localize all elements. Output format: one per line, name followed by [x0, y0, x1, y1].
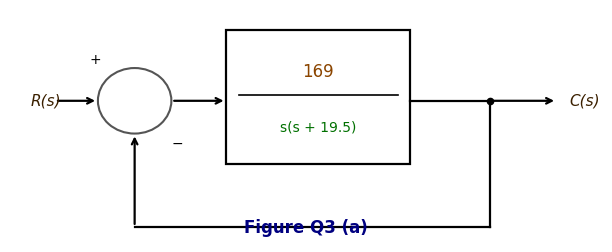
Text: C(s): C(s): [569, 93, 600, 108]
Text: s(s + 19.5): s(s + 19.5): [280, 120, 356, 134]
Text: −: −: [172, 137, 183, 151]
Bar: [226, 30, 410, 164]
Text: 169: 169: [302, 63, 334, 81]
Text: Figure Q3 (a): Figure Q3 (a): [244, 219, 368, 237]
Text: R(s): R(s): [31, 93, 61, 108]
Text: +: +: [89, 53, 100, 68]
